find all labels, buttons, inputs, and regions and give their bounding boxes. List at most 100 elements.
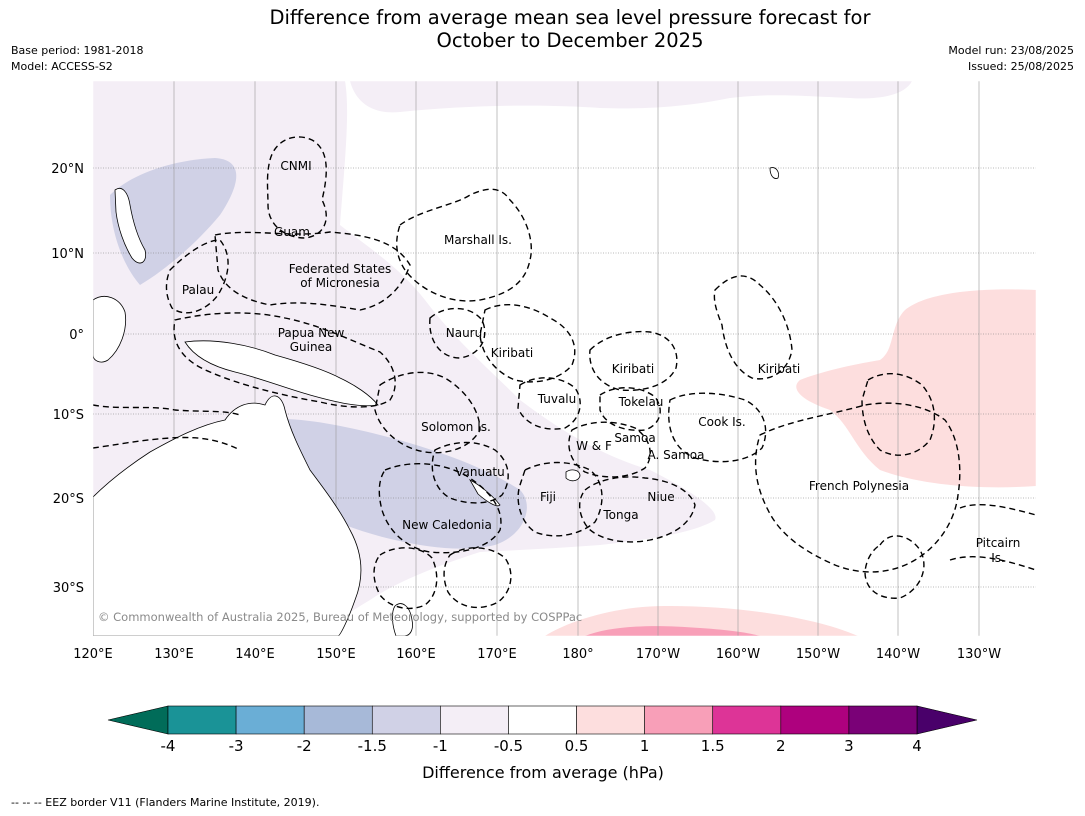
eez-cnmi	[266, 136, 327, 239]
longitude-tick-label: 180°	[562, 647, 593, 662]
region-label: A. Samoa	[648, 448, 705, 462]
title-line-2: October to December 2025	[436, 29, 704, 52]
region-label: Guinea	[290, 340, 333, 354]
region-label: Palau	[182, 283, 214, 297]
region-label: Pitcairn	[976, 536, 1021, 550]
longitude-tick-label: 120°E	[73, 647, 113, 662]
colorbar-tick-label: -1.5	[358, 737, 387, 755]
model-name: Model: ACCESS-S2	[11, 60, 113, 73]
colorbar-swatch	[371, 705, 441, 735]
region-label: W & F	[576, 439, 612, 453]
colorbar-tick-label: 0.5	[565, 737, 589, 755]
eez-indonesia-boundary	[93, 404, 241, 416]
longitude-tick-label: 170°E	[477, 647, 517, 662]
eez-tonga-niue	[579, 476, 696, 543]
colorbar-tick-label: -1	[433, 737, 448, 755]
region-label: Federated States	[289, 262, 391, 276]
eez-fp-inner	[861, 373, 936, 456]
colorbar-swatch	[848, 705, 918, 735]
eez-tokelau	[599, 387, 661, 432]
eez-kiribati-east	[713, 275, 793, 380]
eez-australia-north	[93, 436, 241, 451]
colorbar-tick-label: 2	[776, 737, 786, 755]
colorbar-title: Difference from average (hPa)	[422, 763, 664, 782]
region-label: French Polynesia	[809, 479, 909, 493]
anomaly-region-plus-0.5-east	[796, 289, 1036, 488]
eez-norfolk	[443, 547, 512, 609]
colorbar-tick-label: 1	[640, 737, 650, 755]
eez-wf-samoa	[568, 421, 651, 478]
colorbar-tick-label: 3	[844, 737, 854, 755]
longitude-tick-label: 150°W	[796, 647, 840, 662]
longitude-tick-label: 140°W	[876, 647, 920, 662]
eez-french-polynesia	[754, 402, 961, 573]
eez-palau	[165, 239, 229, 314]
colorbar-tick-label: -0.5	[494, 737, 523, 755]
eez-fiji	[517, 461, 603, 537]
base-period: Base period: 1981-2018	[11, 44, 144, 57]
region-label: Tuvalu	[537, 392, 577, 406]
region-label: Kiribati	[491, 346, 533, 360]
longitude-tick-label: 160°E	[396, 647, 436, 662]
eez-vanuatu	[431, 441, 509, 504]
eez-pitcairn-2	[864, 535, 925, 599]
colorbar-swatch	[508, 705, 577, 735]
region-label: Is.	[991, 551, 1005, 565]
colorbar-swatch	[235, 705, 305, 735]
region-label: Niue	[647, 490, 674, 504]
colorbar-swatch	[576, 705, 645, 735]
region-label: CNMI	[280, 159, 311, 173]
region-label: Papua New	[278, 326, 345, 340]
region-label: Samoa	[614, 431, 655, 445]
eez-kiribati-central	[589, 330, 678, 392]
colorbar-swatch	[780, 705, 850, 735]
footer-note: -- -- -- EEZ border V11 (Flanders Marine…	[11, 796, 320, 809]
longitude-labels: 120°E 130°E 140°E 150°E 160°E 170°E 180° 170°W 1…	[73, 647, 1001, 662]
latitude-tick-label: 10°N	[51, 247, 84, 262]
coastlines	[93, 167, 779, 636]
map-area	[93, 81, 1036, 636]
region-label: New Caledonia	[402, 518, 492, 532]
region-label: Tonga	[602, 508, 638, 522]
coastline-new-guinea	[184, 340, 379, 407]
region-label: of Micronesia	[300, 276, 380, 290]
colorbar: -4 -3 -2 -1.5 -1 -0.5 0.5 1 1.5 2 3 4	[107, 705, 978, 755]
latitude-tick-label: 20°S	[53, 492, 84, 507]
colorbar-swatch	[167, 705, 237, 735]
anomaly-region-plus-1	[585, 626, 760, 636]
eez-fsm	[214, 231, 411, 311]
chart-title: Difference from average mean sea level p…	[0, 6, 1085, 52]
colorbar-tick-label: -2	[297, 737, 312, 755]
longitude-tick-label: 130°E	[154, 647, 194, 662]
anomaly-region-minus-0.5-north	[350, 81, 912, 113]
colorbar-tick-label: -3	[229, 737, 244, 755]
eez-tuvalu	[517, 377, 581, 430]
title-line-1: Difference from average mean sea level p…	[269, 6, 871, 29]
latitude-labels: 20°N 10°N 0° 10°S 20°S 30°S	[51, 162, 84, 596]
eez-nauru	[429, 307, 486, 359]
region-label: Kiribati	[758, 362, 800, 376]
eez-png	[173, 312, 396, 408]
coastline-hawaii	[769, 167, 779, 179]
copyright-notice: © Commonwealth of Australia 2025, Bureau…	[98, 610, 582, 624]
colorbar-tick-label: -4	[161, 737, 176, 755]
coastline-borneo-sulawesi	[93, 296, 127, 363]
longitude-tick-label: 130°W	[957, 647, 1001, 662]
latitude-tick-label: 0°	[69, 328, 84, 343]
colorbar-under-arrow	[107, 705, 169, 735]
region-label: Cook Is.	[698, 415, 745, 429]
latitude-tick-label: 30°S	[53, 581, 84, 596]
region-label: Fiji	[540, 490, 556, 504]
colorbar-swatch	[303, 705, 373, 735]
region-label: Nauru	[446, 326, 482, 340]
eez-pitcairn-3	[949, 556, 1036, 571]
eez-solomon	[374, 371, 481, 454]
colorbar-tick-label: 1.5	[701, 737, 725, 755]
longitude-tick-label: 150°E	[316, 647, 356, 662]
region-label: Guam	[274, 225, 310, 239]
colorbar-tick-label: 4	[912, 737, 922, 755]
coastline-new-zealand	[392, 603, 413, 636]
coastline-australia	[93, 395, 362, 636]
colorbar-swatch	[440, 705, 509, 735]
